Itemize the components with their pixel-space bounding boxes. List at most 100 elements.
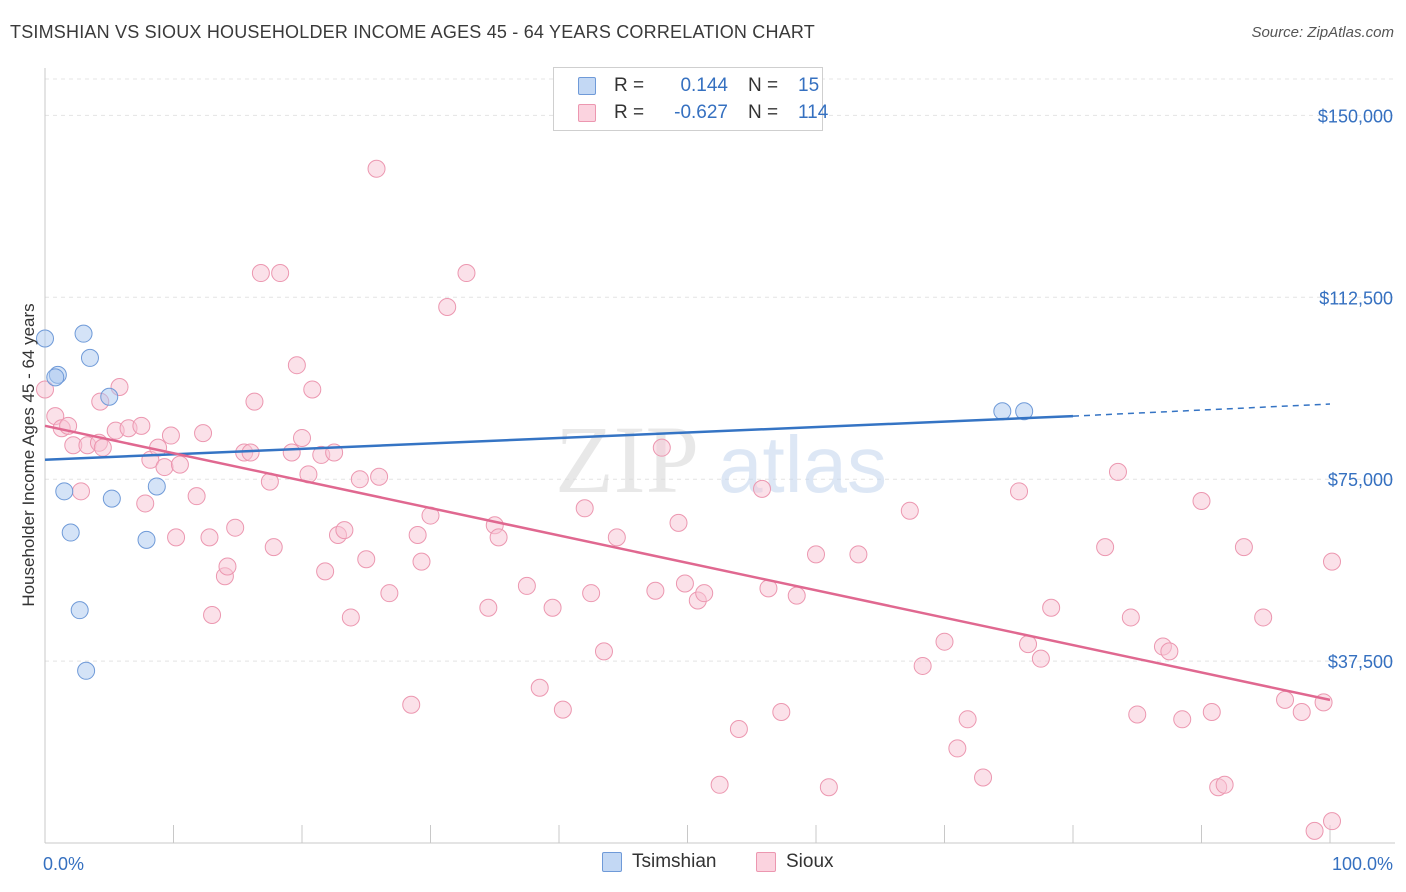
sioux-point bbox=[753, 479, 772, 498]
sioux-point bbox=[787, 586, 806, 605]
chart-title: TSIMSHIAN VS SIOUX HOUSEHOLDER INCOME AG… bbox=[10, 22, 815, 42]
sioux-point bbox=[652, 438, 671, 457]
sioux-point bbox=[948, 739, 967, 758]
sioux-point bbox=[293, 428, 311, 447]
sioux-point bbox=[136, 494, 155, 513]
sioux-point bbox=[935, 632, 954, 651]
sioux-point bbox=[251, 264, 270, 283]
sioux-point bbox=[849, 545, 868, 564]
sioux-point bbox=[264, 538, 283, 557]
tsimshian-point bbox=[147, 477, 166, 496]
sioux-point bbox=[282, 443, 301, 462]
sioux-point bbox=[1276, 690, 1295, 709]
axes bbox=[44, 68, 1395, 844]
sioux-point bbox=[380, 584, 399, 603]
sioux-point bbox=[367, 159, 386, 178]
tsimshian-trend-line bbox=[44, 414, 1074, 462]
legend-swatch-sioux bbox=[578, 104, 596, 122]
series-name-sioux: Sioux bbox=[786, 851, 834, 872]
sioux-point bbox=[1202, 703, 1221, 722]
sioux-point bbox=[913, 656, 932, 675]
sioux-point bbox=[819, 778, 838, 797]
sioux-point bbox=[438, 297, 457, 316]
sioux-point bbox=[807, 545, 825, 564]
sioux-point bbox=[341, 608, 360, 627]
sioux-point bbox=[350, 470, 369, 489]
sioux-point bbox=[900, 501, 919, 520]
series-swatch-tsimshian bbox=[602, 852, 622, 872]
sioux-point bbox=[402, 695, 421, 714]
sioux-point bbox=[1160, 642, 1179, 661]
source-label: Source: ZipAtlas.com bbox=[1251, 24, 1394, 41]
sioux-point bbox=[1323, 552, 1341, 571]
sioux-point bbox=[729, 720, 748, 739]
sioux-point bbox=[594, 642, 613, 661]
stats-legend: R = 0.144 N = 15 R = -0.627 N = 114 bbox=[553, 67, 828, 131]
sioux-point bbox=[155, 458, 174, 477]
tsimshian-point bbox=[36, 329, 54, 348]
tsimshian-point bbox=[70, 601, 89, 620]
sioux-point bbox=[316, 562, 335, 581]
sioux-point bbox=[1019, 635, 1038, 654]
sioux-point bbox=[287, 356, 306, 375]
legend-n-label: N = bbox=[748, 75, 779, 96]
sioux-point bbox=[1192, 492, 1211, 511]
legend-r-value-sioux: -0.627 bbox=[674, 102, 728, 123]
sioux-point bbox=[517, 576, 536, 595]
series-swatch-sioux bbox=[756, 852, 776, 872]
legend-row-sioux: R = -0.627 N = 114 bbox=[578, 101, 828, 125]
series-legend-tsimshian[interactable]: Tsimshian bbox=[602, 851, 716, 873]
series-legend: Tsimshian Sioux bbox=[0, 851, 1406, 877]
sioux-point bbox=[161, 426, 180, 445]
x-tick-label-min: 0.0% bbox=[43, 854, 84, 874]
watermark-zip: ZIP bbox=[555, 406, 699, 513]
sioux-point bbox=[772, 703, 791, 722]
tsimshian-point bbox=[100, 387, 119, 406]
tsimshian-point bbox=[77, 661, 96, 680]
sioux-point bbox=[530, 678, 549, 697]
sioux-point bbox=[226, 518, 245, 537]
tsimshian-point bbox=[55, 482, 74, 501]
gridlines bbox=[45, 78, 1395, 662]
sioux-point bbox=[203, 606, 222, 625]
y-tick-label: $75,000 bbox=[1328, 470, 1393, 490]
sioux-point bbox=[710, 775, 729, 794]
legend-n-label: N = bbox=[748, 102, 779, 123]
sioux-point bbox=[1128, 705, 1147, 724]
sioux-point bbox=[303, 380, 322, 399]
sioux-point bbox=[1234, 538, 1253, 557]
trend-lines bbox=[44, 403, 1331, 702]
sioux-point bbox=[1108, 462, 1127, 481]
sioux-point bbox=[1031, 649, 1050, 668]
sioux-point bbox=[170, 455, 189, 474]
sioux-point bbox=[575, 499, 594, 518]
sioux-point bbox=[194, 424, 213, 443]
sioux-point bbox=[1305, 821, 1324, 840]
legend-swatch-tsimshian bbox=[578, 77, 596, 95]
legend-n-value-sioux: 114 bbox=[798, 102, 829, 123]
series-legend-sioux[interactable]: Sioux bbox=[756, 851, 834, 873]
tsimshian-point bbox=[102, 489, 121, 508]
sioux-point bbox=[1096, 538, 1115, 557]
tsimshian-points bbox=[36, 324, 1034, 680]
series-name-tsimshian: Tsimshian bbox=[632, 851, 717, 872]
sioux-point bbox=[675, 574, 694, 593]
sioux-point bbox=[335, 521, 354, 540]
sioux-point bbox=[370, 467, 389, 486]
sioux-point bbox=[582, 584, 601, 603]
tsimshian-trend-extension bbox=[1072, 403, 1331, 417]
sioux-point bbox=[200, 528, 219, 547]
watermark-atlas: atlas bbox=[718, 420, 887, 509]
sioux-point bbox=[357, 550, 376, 569]
y-axis-label: Householder Income Ages 45 - 64 years bbox=[19, 303, 38, 606]
sioux-point bbox=[1292, 703, 1311, 722]
sioux-point bbox=[167, 528, 186, 547]
sioux-point bbox=[245, 392, 264, 411]
tsimshian-point bbox=[80, 348, 99, 367]
tsimshian-point bbox=[46, 368, 65, 387]
sioux-point bbox=[1173, 710, 1192, 729]
legend-r-label: R = bbox=[614, 75, 645, 96]
sioux-point bbox=[489, 528, 508, 547]
sioux-point bbox=[457, 264, 476, 283]
